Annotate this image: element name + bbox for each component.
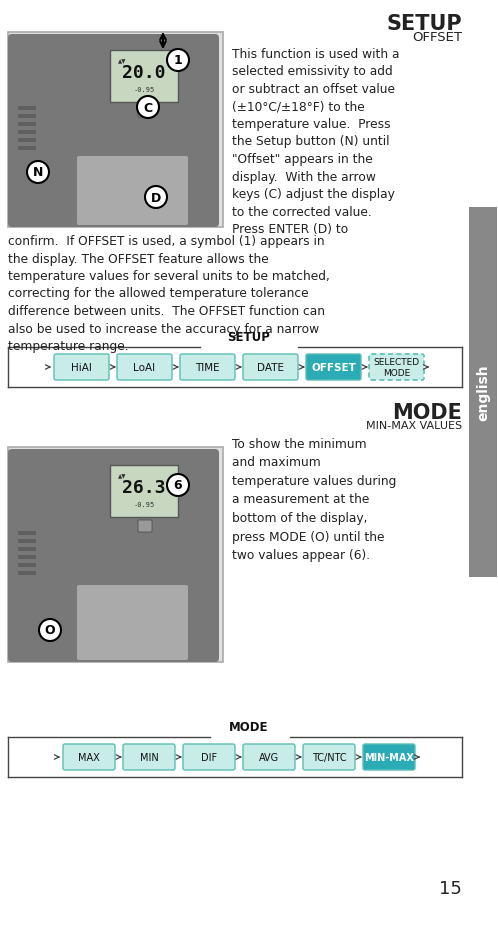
FancyBboxPatch shape: [243, 355, 298, 381]
Bar: [8, 33, 223, 228]
Text: HiAl: HiAl: [71, 362, 92, 373]
FancyBboxPatch shape: [180, 355, 235, 381]
Text: 15: 15: [439, 879, 462, 897]
Text: MIN: MIN: [139, 752, 158, 762]
Text: ▲▼: ▲▼: [118, 474, 126, 478]
Text: OFFSET: OFFSET: [311, 362, 356, 373]
Text: OFFSET: OFFSET: [412, 31, 462, 44]
Bar: [18, 555, 36, 559]
FancyBboxPatch shape: [183, 744, 235, 770]
FancyBboxPatch shape: [117, 355, 172, 381]
FancyBboxPatch shape: [77, 157, 188, 226]
Text: SELECTED
MODE: SELECTED MODE: [374, 358, 419, 377]
Bar: [18, 531, 36, 536]
Circle shape: [27, 162, 49, 184]
Text: AVG: AVG: [259, 752, 279, 762]
FancyBboxPatch shape: [8, 35, 219, 228]
Text: TIME: TIME: [195, 362, 220, 373]
Text: 6: 6: [174, 479, 182, 492]
Text: -0.95: -0.95: [133, 502, 154, 507]
Bar: [110, 465, 178, 517]
Bar: [18, 123, 36, 127]
Text: confirm.  If OFFSET is used, a symbol (1) appears in
the display. The OFFSET fea: confirm. If OFFSET is used, a symbol (1)…: [8, 235, 330, 352]
Bar: [18, 564, 36, 567]
Circle shape: [39, 619, 61, 641]
Text: MODE: MODE: [392, 402, 462, 423]
FancyBboxPatch shape: [77, 585, 188, 660]
Text: LoAl: LoAl: [133, 362, 155, 373]
Circle shape: [145, 187, 167, 209]
Text: MIN-MAX VALUES: MIN-MAX VALUES: [366, 421, 462, 430]
Text: TC/NTC: TC/NTC: [312, 752, 346, 762]
Text: MIN-MAX: MIN-MAX: [364, 752, 414, 762]
Bar: [18, 540, 36, 543]
FancyBboxPatch shape: [363, 744, 415, 770]
Text: 1: 1: [174, 55, 182, 68]
Text: -0.95: -0.95: [133, 87, 154, 93]
Text: N: N: [33, 166, 43, 179]
Bar: [110, 51, 178, 103]
Text: ▲▼: ▲▼: [118, 59, 126, 64]
FancyBboxPatch shape: [138, 520, 152, 532]
Text: D: D: [151, 191, 161, 204]
Text: SETUP: SETUP: [386, 14, 462, 34]
Text: SETUP: SETUP: [228, 331, 270, 344]
FancyBboxPatch shape: [303, 744, 355, 770]
Text: DATE: DATE: [257, 362, 284, 373]
Text: C: C: [143, 101, 152, 114]
Text: This function is used with a
selected emissivity to add
or subtract an offset va: This function is used with a selected em…: [232, 48, 399, 235]
Text: 26.3: 26.3: [122, 478, 166, 497]
Bar: [18, 115, 36, 119]
Text: O: O: [45, 624, 55, 637]
FancyBboxPatch shape: [63, 744, 115, 770]
Text: To show the minimum
and maximum
temperature values during
a measurement at the
b: To show the minimum and maximum temperat…: [232, 438, 396, 562]
Bar: [18, 131, 36, 134]
Bar: [18, 107, 36, 111]
Text: 20.0: 20.0: [122, 64, 166, 82]
FancyBboxPatch shape: [306, 355, 361, 381]
Circle shape: [167, 475, 189, 497]
Bar: [18, 139, 36, 143]
Bar: [8, 448, 223, 662]
Bar: [469, 208, 497, 578]
Text: DIF: DIF: [201, 752, 217, 762]
FancyBboxPatch shape: [54, 355, 109, 381]
Text: MAX: MAX: [78, 752, 100, 762]
Bar: [18, 146, 36, 151]
FancyBboxPatch shape: [123, 744, 175, 770]
FancyBboxPatch shape: [138, 106, 152, 118]
FancyBboxPatch shape: [8, 450, 219, 662]
Bar: [18, 548, 36, 552]
FancyBboxPatch shape: [369, 355, 424, 381]
Bar: [18, 571, 36, 576]
Text: MODE: MODE: [229, 720, 269, 733]
Circle shape: [167, 50, 189, 72]
Text: english: english: [476, 364, 490, 421]
FancyBboxPatch shape: [243, 744, 295, 770]
Circle shape: [137, 97, 159, 119]
